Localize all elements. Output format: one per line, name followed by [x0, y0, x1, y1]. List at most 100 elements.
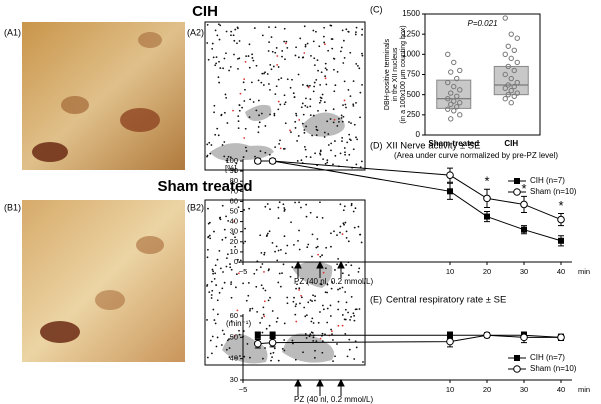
- dot: [314, 152, 316, 155]
- dot: [294, 201, 296, 204]
- point: [445, 51, 451, 58]
- dot: [324, 75, 327, 78]
- dot: [261, 34, 264, 37]
- dot: [352, 148, 355, 151]
- point: [511, 67, 517, 74]
- dot: [306, 42, 309, 45]
- dot: [326, 159, 329, 162]
- marker: [253, 339, 262, 348]
- y-tick-label: 10: [230, 247, 238, 256]
- dot: [309, 114, 312, 117]
- dot: [221, 238, 224, 241]
- dot: [344, 318, 347, 321]
- dot: [207, 58, 210, 61]
- dot: [227, 219, 230, 222]
- dot: [207, 207, 209, 210]
- point: [514, 35, 520, 41]
- dot: [330, 287, 333, 290]
- dot: [326, 291, 329, 294]
- dot: [343, 80, 346, 83]
- dot: [319, 150, 322, 153]
- dot: [232, 34, 235, 37]
- dot: [225, 30, 228, 33]
- dot: [325, 68, 328, 71]
- dot: [215, 62, 218, 65]
- dot: [259, 322, 262, 324]
- dot: [301, 83, 304, 86]
- dot: [282, 147, 285, 150]
- dot: [285, 42, 287, 45]
- point: [454, 75, 460, 82]
- dot: [304, 315, 307, 318]
- dot: [299, 302, 301, 305]
- dot: [358, 267, 361, 270]
- dot: [311, 317, 314, 320]
- y-tick-label: 40: [230, 354, 238, 363]
- dot: [294, 358, 297, 361]
- dot: [320, 71, 323, 74]
- point: [448, 116, 454, 122]
- dot: [269, 352, 272, 355]
- dot: [311, 233, 314, 236]
- dot: [312, 294, 314, 297]
- panel-label: (C): [370, 4, 383, 14]
- dot: [245, 55, 248, 58]
- dot: [323, 41, 326, 44]
- x-axis-label: PZ (40 nl, 0.2 mmol/L): [294, 277, 373, 286]
- dot: [331, 47, 334, 50]
- dot: [326, 120, 329, 123]
- dot: [264, 205, 267, 208]
- dot: [333, 68, 335, 71]
- dot: [283, 208, 286, 211]
- legend-label: Sham (n=10): [530, 364, 577, 373]
- dot: [342, 62, 345, 64]
- dot: [353, 319, 356, 322]
- dot: [341, 314, 344, 316]
- dot: [214, 272, 217, 275]
- dot: [301, 122, 304, 125]
- point: [454, 93, 460, 99]
- point: [451, 83, 457, 90]
- dot: [226, 253, 229, 256]
- y-tick-label: 70: [230, 186, 238, 195]
- dot: [284, 252, 287, 255]
- dot: [216, 336, 219, 339]
- dot: [297, 239, 299, 242]
- dot: [311, 300, 313, 303]
- dot: [300, 294, 302, 297]
- dot: [260, 112, 263, 115]
- dot: [339, 50, 342, 53]
- dot: [206, 23, 209, 26]
- dot: [268, 26, 270, 29]
- dot: [324, 43, 326, 46]
- dot: [274, 26, 277, 29]
- dot: [302, 351, 304, 354]
- dot: [283, 103, 286, 106]
- point: [451, 108, 457, 114]
- dot: [324, 77, 327, 80]
- dot: [247, 294, 250, 297]
- dot: [284, 122, 287, 125]
- dot: [209, 237, 212, 240]
- dot: [329, 315, 332, 317]
- point: [445, 96, 451, 102]
- dot: [344, 308, 347, 311]
- dot: [274, 93, 277, 96]
- dot: [289, 275, 292, 278]
- dot: [306, 246, 309, 249]
- y-tick-label: 50: [230, 206, 238, 215]
- dot: [318, 45, 321, 48]
- dot: [283, 235, 286, 238]
- dot: [206, 319, 208, 321]
- panel-label: (A2): [187, 27, 204, 37]
- dot: [237, 127, 240, 130]
- dot: [355, 308, 358, 311]
- dot: [277, 359, 280, 362]
- y-axis-label: in the XII nucleus: [392, 47, 399, 101]
- dot: [360, 241, 363, 244]
- dot: [266, 234, 268, 237]
- legend-marker: [514, 355, 520, 361]
- dot: [209, 152, 212, 155]
- dot: [277, 249, 280, 252]
- heading: CIH: [192, 3, 218, 20]
